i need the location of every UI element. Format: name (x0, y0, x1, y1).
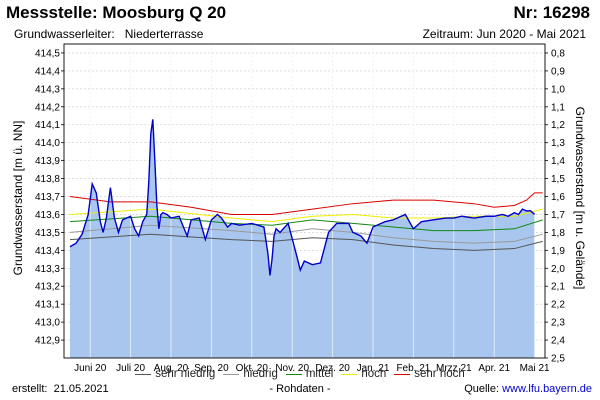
x-tick-label: Dez. 20 (315, 363, 350, 374)
y-tick-label: 413,0 (35, 318, 60, 329)
created-label: erstellt: (12, 383, 48, 395)
station-number: Nr: 16298 (513, 3, 590, 22)
plot-frame (63, 43, 546, 359)
y2-tick-label: 1,7 (551, 210, 565, 221)
legend-label: niedrig (243, 368, 278, 380)
y2-tick-label: 2,0 (551, 264, 565, 275)
y2-tick-label: 1,4 (551, 156, 565, 167)
source-info: Quelle: www.lfu.bayern.de (464, 383, 592, 395)
y-tick-label: 413,5 (35, 228, 60, 239)
legend-item: sehr niedrig (135, 368, 215, 380)
legend-item: hoch (341, 368, 386, 380)
measured-area (70, 44, 536, 358)
series-measured (69, 119, 536, 276)
y2-tick-label: 1,9 (551, 246, 565, 257)
y2-tick-label: 1,2 (551, 120, 565, 131)
axes (61, 43, 548, 359)
x-tick-label: Mrzz 21 (436, 363, 472, 374)
y2-tick-label: 0,9 (551, 66, 565, 77)
measured-line (69, 119, 536, 276)
period-label: Zeitraum: Jun 2020 - Mai 2021 (422, 27, 586, 41)
y2-tick-label: 1,8 (551, 228, 565, 239)
y-axis-label-right: Grundwasserstand [m u. Gelände] (573, 106, 587, 290)
legend-label: sehr niedrig (155, 368, 216, 380)
created-date: 21.05.2021 (53, 383, 109, 395)
y2-tick-label: 1,1 (551, 102, 565, 113)
y-tick-label: 413,3 (35, 264, 60, 275)
y-tick-label: 413,6 (35, 210, 60, 221)
y-axis-label-left: Grundwasserstand [m ü. NN] (11, 120, 25, 276)
measured-area-fill (70, 119, 535, 358)
series-sehr-hoch (69, 192, 543, 215)
legend-item: mittel (285, 368, 334, 380)
y-tick-label: 413,8 (35, 174, 60, 185)
x-tick-label: Mai 21 (520, 363, 550, 374)
y-tick-label: 413,4 (35, 246, 60, 257)
x-tick-label: Juni 20 (74, 363, 107, 374)
legend-swatch (285, 373, 302, 375)
legend-swatch (223, 373, 240, 375)
x-tick-label: Nov. 20 (275, 363, 309, 374)
x-tick-label: Jan. 21 (357, 363, 390, 374)
station-title: Messstelle: Moosburg Q 20 (6, 3, 227, 22)
source-label: Quelle: (464, 383, 500, 395)
y2-tick-label: 2,1 (551, 282, 565, 293)
legend-item: niedrig (223, 368, 278, 380)
legend-swatch (341, 373, 358, 375)
y-tick-label: 414,5 (35, 48, 60, 59)
legend: sehr niedrig niedrig mittel hoch sehr hoch (0, 366, 600, 382)
x-tick-label: Aug. 20 (154, 363, 189, 374)
y-tick-label: 413,9 (35, 156, 60, 167)
y-tick-label: 414,1 (35, 120, 60, 131)
aquifer-label: Grundwasserleiter: (14, 27, 115, 41)
legend-swatch (394, 373, 411, 375)
legend-swatch (135, 373, 152, 375)
raw-data-note: - Rohdaten - (269, 383, 331, 395)
y2-tick-label: 2,4 (551, 336, 565, 347)
x-tick-label: Juli 20 (116, 363, 145, 374)
aquifer-info: Grundwasserleiter: Niederterrasse (14, 27, 203, 41)
y2-tick-label: 2,5 (551, 354, 565, 365)
x-tick-label: Apr. 21 (478, 363, 510, 374)
y-tick-label: 414,4 (35, 66, 60, 77)
y2-tick-label: 2,3 (551, 318, 565, 329)
x-tick-label: Sep. 20 (194, 363, 229, 374)
y2-tick-label: 1,3 (551, 138, 565, 149)
y2-tick-label: 1,5 (551, 174, 565, 185)
y2-tick-label: 2,2 (551, 300, 565, 311)
y-tick-label: 414,2 (35, 102, 60, 113)
y2-tick-label: 1,6 (551, 192, 565, 203)
tick-labels: 412,9 413,0 413,1 413,2 413,3 413,4 413,5 413,6… (35, 48, 565, 374)
source-link[interactable]: www.lfu.bayern.de (502, 383, 592, 395)
y2-tick-label: 1,0 (551, 84, 565, 95)
y-tick-label: 413,1 (35, 300, 60, 311)
y-tick-label: 413,7 (35, 192, 60, 203)
legend-label: mittel (305, 368, 334, 380)
series-mittel (69, 215, 543, 232)
aquifer-value: Niederterrasse (124, 27, 204, 41)
x-tick-label: Okt. 20 (236, 363, 269, 374)
x-tick-label: Feb. 21 (396, 363, 430, 374)
legend-label: hoch (361, 368, 387, 380)
legend-item: sehr hoch (394, 368, 465, 380)
y-tick-label: 412,9 (35, 336, 60, 347)
y-tick-label: 414,0 (35, 138, 60, 149)
created-info: erstellt: 21.05.2021 (12, 383, 109, 395)
legend-label: sehr hoch (414, 368, 465, 380)
y2-tick-label: 0,8 (551, 48, 565, 59)
y-tick-label: 413,2 (35, 282, 60, 293)
y-tick-label: 414,3 (35, 84, 60, 95)
